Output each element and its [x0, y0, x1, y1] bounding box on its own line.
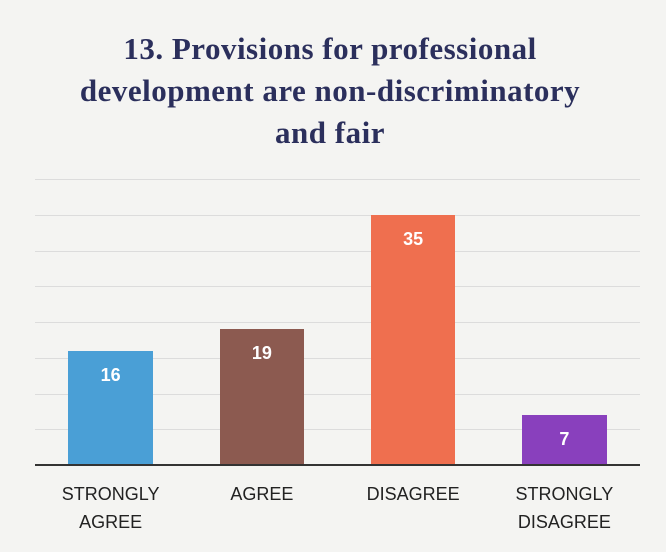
grid-line [35, 286, 640, 288]
value-label: 19 [251, 343, 272, 364]
bar: 7 [522, 414, 607, 465]
chart-title: 13. Provisions for professional developm… [79, 31, 581, 150]
grid-line [35, 429, 640, 431]
value-label: 7 [559, 428, 570, 449]
value-label: 35 [403, 228, 424, 249]
bar: 16 [68, 350, 153, 465]
x-axis [35, 464, 640, 466]
x-tick-label: DISAGREE [366, 484, 460, 504]
x-tick-label: STRONGLY AGREE [61, 484, 160, 532]
bar: 19 [219, 329, 305, 465]
x-tick-label: STRONGLY DISAGREE [515, 484, 614, 532]
grid-line [35, 322, 640, 323]
grid-line [35, 250, 640, 252]
grid-line [35, 179, 640, 180]
x-tick-label: AGREE [230, 484, 294, 504]
bar: 35 [370, 214, 456, 465]
grid-line [35, 393, 640, 395]
grid-line [35, 357, 640, 359]
value-label: 16 [100, 364, 121, 385]
grid-line [35, 214, 640, 216]
